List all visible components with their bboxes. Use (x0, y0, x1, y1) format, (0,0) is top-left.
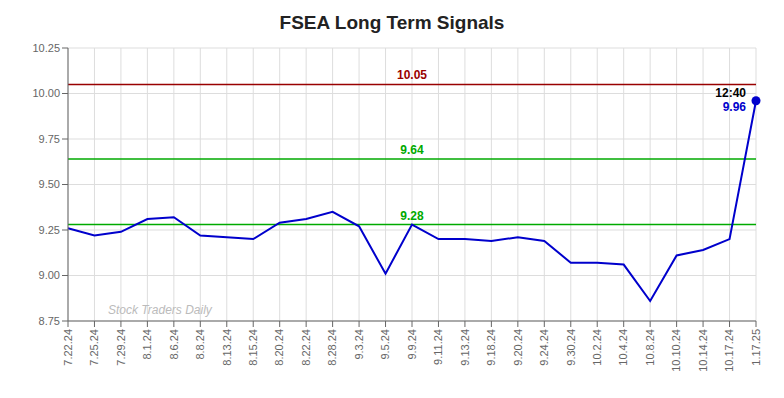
svg-text:10.25: 10.25 (32, 42, 60, 54)
svg-text:8.6.24: 8.6.24 (168, 329, 180, 360)
svg-text:9.50: 9.50 (39, 178, 60, 190)
svg-text:10.8.24: 10.8.24 (644, 329, 656, 366)
svg-text:9.18.24: 9.18.24 (485, 329, 497, 366)
svg-text:8.15.24: 8.15.24 (247, 329, 259, 366)
svg-text:7.22.24: 7.22.24 (62, 329, 74, 366)
svg-text:7.25.24: 7.25.24 (88, 329, 100, 366)
svg-text:9.30.24: 9.30.24 (565, 329, 577, 366)
svg-text:10.14.24: 10.14.24 (697, 329, 709, 372)
svg-text:7.29.24: 7.29.24 (115, 329, 127, 366)
svg-text:9.96: 9.96 (723, 100, 747, 114)
svg-text:12:40: 12:40 (715, 86, 746, 100)
svg-text:9.9.24: 9.9.24 (406, 329, 418, 360)
svg-text:9.28: 9.28 (400, 209, 424, 223)
html-text:FSEA Long Term Signals: FSEA Long Term Signals (279, 12, 505, 33)
svg-text:9.64: 9.64 (400, 143, 424, 157)
html-text:Stock Traders Daily: Stock Traders Daily (108, 303, 212, 317)
svg-text:1.17.25: 1.17.25 (750, 329, 762, 366)
svg-text:9.11.24: 9.11.24 (432, 329, 444, 365)
svg-text:10.00: 10.00 (32, 87, 60, 99)
svg-text:9.3.24: 9.3.24 (353, 329, 365, 360)
svg-text:9.24.24: 9.24.24 (538, 329, 550, 366)
svg-text:9.13.24: 9.13.24 (459, 329, 471, 366)
svg-text:9.75: 9.75 (39, 133, 60, 145)
svg-text:9.5.24: 9.5.24 (379, 329, 391, 360)
svg-text:10.10.24: 10.10.24 (670, 329, 682, 372)
svg-text:10.05: 10.05 (397, 68, 427, 82)
svg-text:8.1.24: 8.1.24 (141, 329, 153, 360)
svg-text:8.13.24: 8.13.24 (221, 329, 233, 366)
svg-text:9.20.24: 9.20.24 (512, 329, 524, 366)
svg-text:10.4.24: 10.4.24 (618, 329, 630, 366)
svg-text:10.17.24: 10.17.24 (723, 329, 735, 372)
svg-text:8.8.24: 8.8.24 (194, 329, 206, 360)
svg-text:8.28.24: 8.28.24 (326, 329, 338, 366)
svg-text:8.22.24: 8.22.24 (300, 329, 312, 366)
svg-text:10.2.24: 10.2.24 (591, 329, 603, 366)
svg-text:9.25: 9.25 (39, 224, 60, 236)
svg-text:8.75: 8.75 (39, 315, 60, 327)
svg-text:9.00: 9.00 (39, 269, 60, 281)
svg-text:8.20.24: 8.20.24 (274, 329, 286, 366)
